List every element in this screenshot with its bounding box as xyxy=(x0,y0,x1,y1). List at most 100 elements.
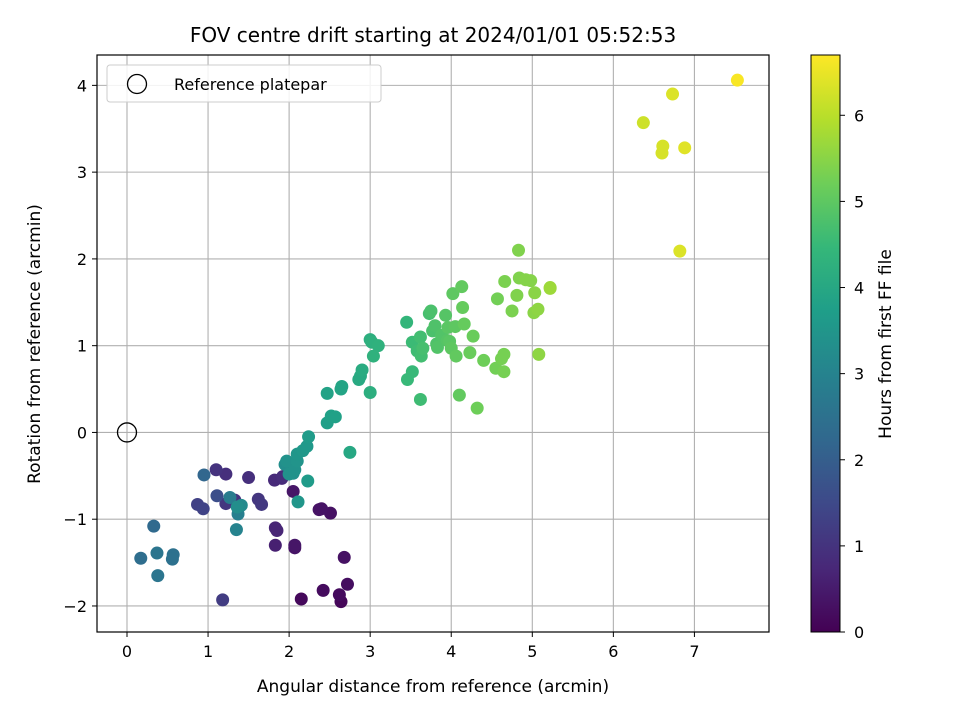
y-tick-label: −1 xyxy=(63,510,87,529)
y-tick-label: 4 xyxy=(77,76,87,95)
data-point xyxy=(405,365,419,379)
data-point xyxy=(332,588,346,602)
data-point xyxy=(371,339,385,353)
y-tick-label: 3 xyxy=(77,163,87,182)
data-point xyxy=(286,484,300,498)
data-point xyxy=(497,365,511,379)
y-tick-label: 0 xyxy=(77,423,87,442)
data-point xyxy=(355,363,369,377)
colorbar-label: Hours from first FF file xyxy=(876,249,896,439)
data-point xyxy=(449,349,463,363)
x-tick-label: 5 xyxy=(527,642,537,661)
data-point xyxy=(413,330,427,344)
data-point xyxy=(428,319,442,333)
data-point xyxy=(134,551,148,565)
data-point xyxy=(219,467,233,481)
data-point xyxy=(416,341,430,355)
x-axis-ticks: 0 1 2 3 4 5 6 7 xyxy=(122,632,700,661)
data-point xyxy=(210,489,224,503)
data-point xyxy=(229,523,243,537)
data-point xyxy=(270,523,284,537)
x-tick-label: 2 xyxy=(284,642,294,661)
colorbar-tick-label: 1 xyxy=(854,537,864,556)
data-point xyxy=(466,329,480,343)
legend: Reference platepar xyxy=(106,64,382,103)
data-point xyxy=(424,304,438,318)
data-point xyxy=(301,474,315,488)
data-point xyxy=(300,439,314,453)
data-point xyxy=(413,392,427,406)
data-point xyxy=(730,73,744,87)
data-point xyxy=(505,304,519,318)
reference-platepar-marker xyxy=(116,422,138,443)
colorbar-tick-label: 3 xyxy=(854,365,864,384)
data-point xyxy=(463,346,477,360)
data-point xyxy=(315,502,329,516)
data-point xyxy=(255,497,269,511)
data-point xyxy=(524,274,538,288)
data-point xyxy=(291,495,305,509)
data-point xyxy=(531,302,545,316)
scatter-points xyxy=(134,73,744,609)
legend-box xyxy=(106,64,382,103)
data-point xyxy=(230,500,244,514)
data-point xyxy=(512,243,526,257)
legend-label: Reference platepar xyxy=(174,75,327,94)
data-point xyxy=(216,593,230,607)
legend-reference-marker xyxy=(126,73,148,95)
data-point xyxy=(673,244,687,258)
x-tick-label: 4 xyxy=(446,642,456,661)
x-tick-label: 7 xyxy=(689,642,699,661)
data-point xyxy=(457,317,471,331)
data-point xyxy=(666,87,680,101)
colorbar-tick-label: 5 xyxy=(854,192,864,211)
data-point xyxy=(196,502,210,516)
data-point xyxy=(439,308,453,322)
y-tick-label: −2 xyxy=(63,597,87,616)
data-point xyxy=(335,379,349,393)
data-point xyxy=(150,546,164,560)
y-axis-label: Rotation from reference (arcmin) xyxy=(25,204,45,484)
y-axis-ticks: −2 −1 0 1 2 3 4 xyxy=(63,76,97,616)
data-point xyxy=(446,287,460,301)
chart-title: FOV centre drift starting at 2024/01/01 … xyxy=(190,23,676,47)
colorbar-tick-label: 2 xyxy=(854,451,864,470)
data-point xyxy=(470,401,484,415)
data-point xyxy=(363,386,377,400)
plot-frame xyxy=(96,54,770,633)
data-point xyxy=(455,280,469,294)
data-point xyxy=(452,388,466,402)
colorbar-tick-label: 6 xyxy=(854,106,864,125)
data-point xyxy=(223,491,237,505)
colorbar-ticks: 0 1 2 3 4 5 6 xyxy=(840,106,864,642)
x-axis-label: Angular distance from reference (arcmin) xyxy=(257,677,609,697)
data-point xyxy=(280,454,294,468)
colorbar-tick-label: 4 xyxy=(854,279,864,298)
data-point xyxy=(165,552,179,566)
data-point xyxy=(328,410,342,424)
data-point xyxy=(678,141,692,155)
data-point xyxy=(477,353,491,367)
data-point xyxy=(268,538,282,552)
data-point xyxy=(343,445,357,459)
data-point xyxy=(294,592,308,606)
data-point xyxy=(302,430,316,444)
data-point xyxy=(528,286,542,300)
colorbar: 0 1 2 3 4 5 6 Hours from first FF file xyxy=(810,54,896,642)
data-point xyxy=(498,274,512,288)
data-point xyxy=(242,471,256,485)
data-point xyxy=(543,281,557,295)
x-tick-label: 3 xyxy=(365,642,375,661)
y-tick-label: 2 xyxy=(77,250,87,269)
data-point xyxy=(282,467,296,481)
data-point xyxy=(497,347,511,361)
data-point xyxy=(209,463,223,477)
data-point xyxy=(636,116,650,130)
y-tick-label: 1 xyxy=(77,337,87,356)
data-point xyxy=(510,288,524,302)
data-point xyxy=(456,300,470,314)
data-point xyxy=(151,569,165,583)
data-point xyxy=(490,292,504,306)
colorbar-tick-label: 0 xyxy=(854,623,864,642)
